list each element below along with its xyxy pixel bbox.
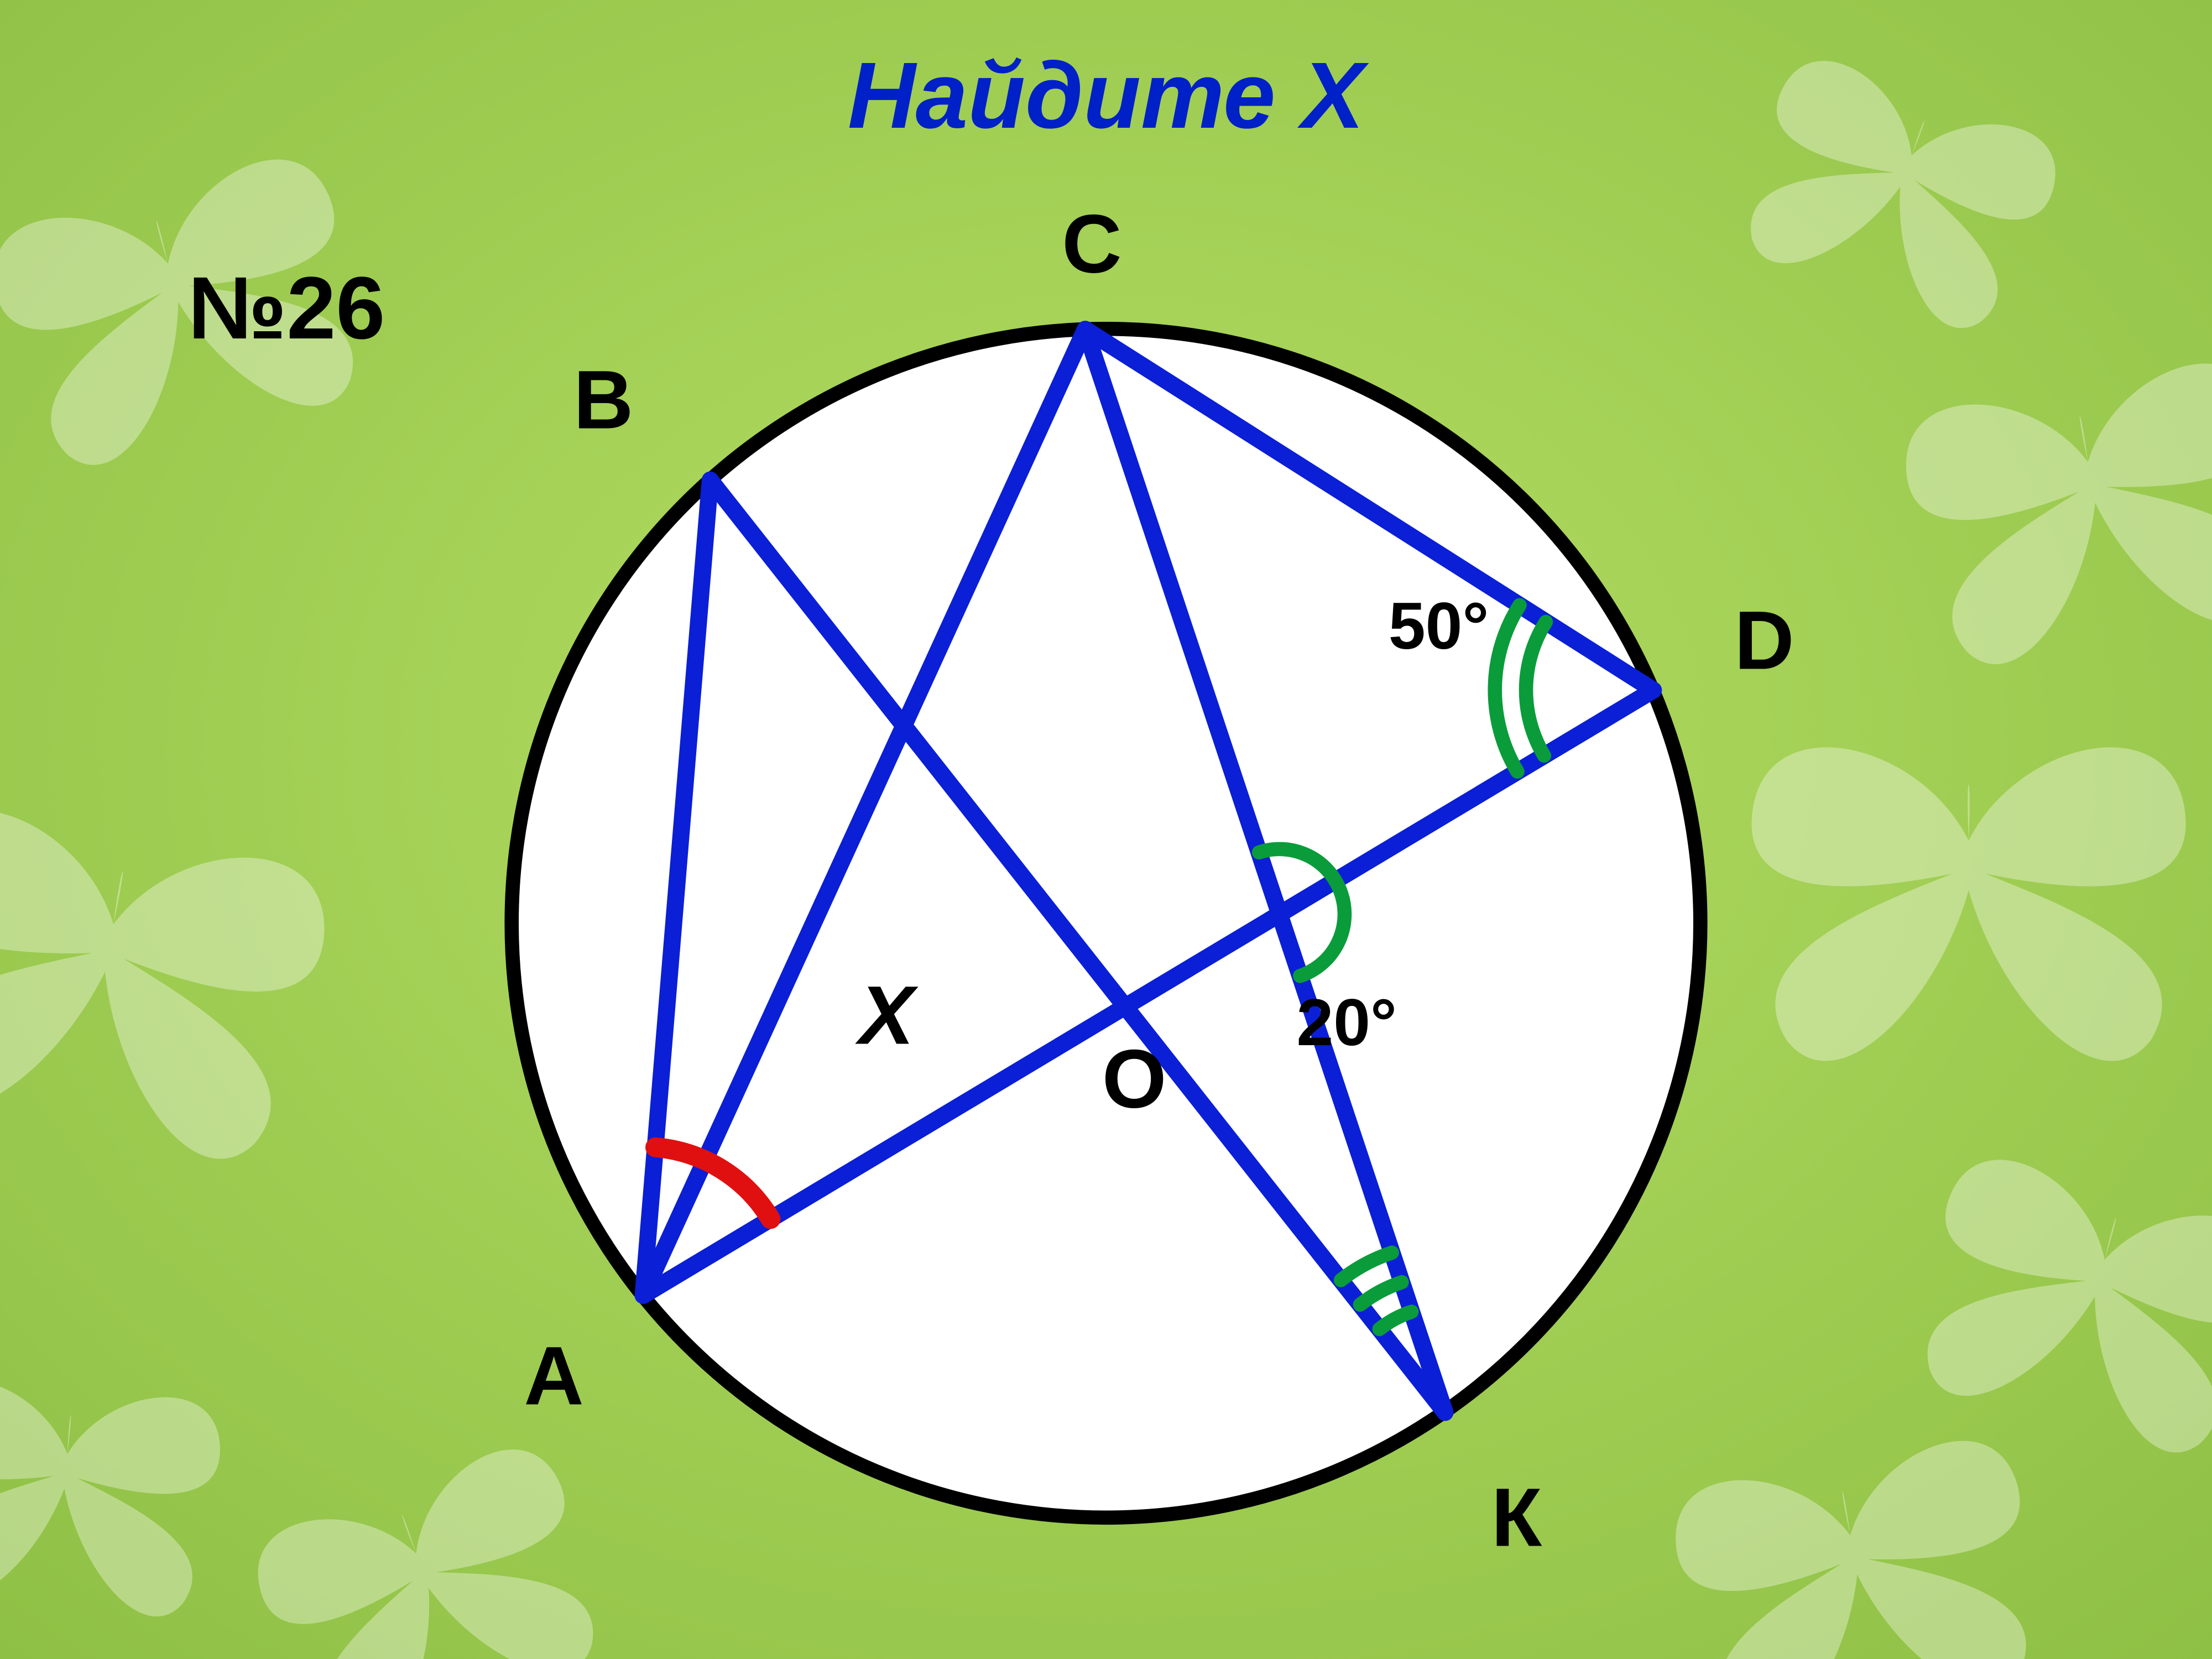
point-label-O: O — [1102, 1031, 1167, 1126]
point-label-A: A — [524, 1328, 583, 1424]
angle-label: 50° — [1389, 588, 1489, 664]
point-label-B: B — [573, 352, 633, 447]
slide-content: Найдите Х №26 A B C D К O 50° 20° X — [0, 0, 2212, 1659]
geometry-diagram: ABCDКO50°20°X — [398, 216, 1814, 1631]
point-label-C: C — [1062, 196, 1121, 292]
unknown-x-label: X — [859, 967, 914, 1063]
slide-title: Найдите Х — [0, 41, 2212, 150]
point-label-D: D — [1734, 592, 1794, 688]
point-label-К: К — [1491, 1470, 1542, 1566]
angle-label: 20° — [1296, 984, 1396, 1061]
problem-number: №26 — [188, 257, 385, 359]
